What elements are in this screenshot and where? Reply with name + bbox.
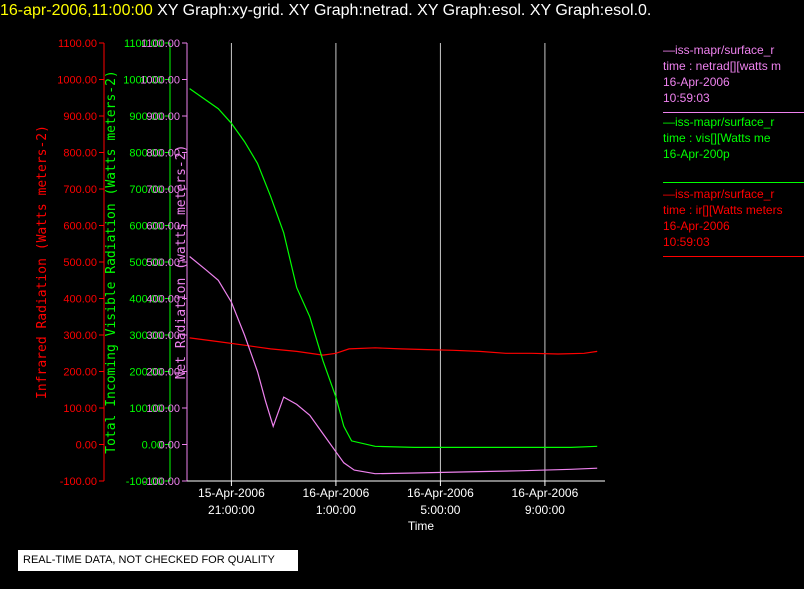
y-tick-label: 500.00 xyxy=(129,257,163,269)
y-tick-label: 0.00 xyxy=(76,440,97,452)
y-tick-label: 900.00 xyxy=(63,111,97,123)
x-tick-label: 9:00:00 xyxy=(525,503,565,517)
y-tick-label: 400.00 xyxy=(146,294,180,306)
x-tick-label: 1:00:00 xyxy=(316,503,356,517)
y-tick-label: 200.00 xyxy=(63,367,97,379)
series-line-vis xyxy=(189,88,598,448)
x-tick-label: 16-Apr-2006 xyxy=(512,486,579,500)
y-tick-label: 300.00 xyxy=(129,330,163,342)
legend-ir-line4: 10:59:03 xyxy=(663,235,710,249)
legend-vis-line2: time : vis[][Watts me xyxy=(663,131,771,145)
legend-vis: —iss-mapr/surface_r time : vis[][Watts m… xyxy=(663,114,804,178)
series-line-netrad xyxy=(189,256,598,475)
y-tick-label: 0.00 xyxy=(159,440,180,452)
y-tick-label: 500.00 xyxy=(146,257,180,269)
x-tick-label: 5:00:00 xyxy=(420,503,460,517)
x-tick-label: 21:00:00 xyxy=(208,503,255,517)
y-tick-label: 200.00 xyxy=(129,367,163,379)
legend-vis-line1: —iss-mapr/surface_r xyxy=(663,115,775,129)
legend-separator xyxy=(663,182,804,183)
header-timestamp: 16-apr-2006,11:00:00 xyxy=(0,2,153,19)
legend-netrad-line3: 16-Apr-2006 xyxy=(663,75,730,89)
x-tick-label: 15-Apr-2006 xyxy=(198,486,265,500)
y-tick-label: 700.00 xyxy=(146,184,180,196)
legend-separator xyxy=(663,112,804,113)
y-tick-label: 1000.00 xyxy=(123,75,163,87)
x-tick-label: 16-Apr-2006 xyxy=(407,486,474,500)
legend-ir-line1: —iss-mapr/surface_r xyxy=(663,187,775,201)
legend-vis-line4 xyxy=(663,162,804,178)
y-tick-label: 1100.00 xyxy=(141,38,180,50)
legend-vis-line3: 16-Apr-200p xyxy=(663,147,730,161)
legend-netrad-line4: 10:59:03 xyxy=(663,91,710,105)
y-tick-label: 700.00 xyxy=(129,184,163,196)
y-tick-label: 200.00 xyxy=(146,367,180,379)
y-axis-title: Total Incoming Visible Radiation (Watts … xyxy=(104,70,119,454)
legend-ir-line3: 16-Apr-2006 xyxy=(663,219,730,233)
legend-separator xyxy=(663,256,804,257)
y-tick-label: 300.00 xyxy=(146,330,180,342)
y-tick-label: 300.00 xyxy=(63,330,97,342)
y-tick-label: 400.00 xyxy=(129,294,163,306)
x-axis-title: Time xyxy=(408,519,435,533)
legend-ir-line2: time : ir[][Watts meters xyxy=(663,203,783,217)
y-tick-label: 700.00 xyxy=(63,184,97,196)
series-line-ir xyxy=(189,337,598,356)
quality-footnote: REAL-TIME DATA, NOT CHECKED FOR QUALITY xyxy=(18,550,298,571)
y-tick-label: 600.00 xyxy=(129,221,163,233)
y-tick-label: 600.00 xyxy=(63,221,97,233)
y-axis-title: Infrared Radiation (Watts meters-2) xyxy=(35,125,50,399)
y-tick-label: 800.00 xyxy=(63,148,97,160)
y-tick-label: -100.00 xyxy=(126,476,163,488)
legend-netrad-line1: —iss-mapr/surface_r xyxy=(663,43,775,57)
y-tick-label: 800.00 xyxy=(146,148,180,160)
y-tick-label: 600.00 xyxy=(146,221,180,233)
header: 16-apr-2006,11:00:00 XY Graph:xy-grid. X… xyxy=(0,2,651,24)
legend-netrad-line2: time : netrad[][watts m xyxy=(663,59,782,73)
y-tick-label: -100.00 xyxy=(143,476,180,488)
y-tick-label: 1000.00 xyxy=(57,75,97,87)
y-tick-label: 1100.00 xyxy=(58,38,97,50)
y-tick-label: 800.00 xyxy=(129,148,163,160)
x-tick-label: 16-Apr-2006 xyxy=(303,486,370,500)
y-tick-label: 100.00 xyxy=(146,403,180,415)
y-tick-label: 900.00 xyxy=(146,111,180,123)
y-tick-label: -100.00 xyxy=(60,476,97,488)
y-tick-label: 1100.00 xyxy=(124,38,163,50)
y-tick-label: 0.00 xyxy=(142,440,163,452)
y-tick-label: 400.00 xyxy=(63,294,97,306)
y-tick-label: 100.00 xyxy=(63,403,97,415)
y-tick-label: 100.00 xyxy=(129,403,163,415)
y-tick-label: 500.00 xyxy=(63,257,97,269)
legend-ir: —iss-mapr/surface_r time : ir[][Watts me… xyxy=(663,186,804,250)
header-graphs: XY Graph:xy-grid. XY Graph:netrad. XY Gr… xyxy=(157,2,652,19)
y-tick-label: 900.00 xyxy=(129,111,163,123)
y-axis-title: Net Radiation (watts meters-2) xyxy=(174,145,189,380)
legend-netrad: —iss-mapr/surface_r time : netrad[][watt… xyxy=(663,42,804,106)
y-tick-label: 1000.00 xyxy=(140,75,180,87)
